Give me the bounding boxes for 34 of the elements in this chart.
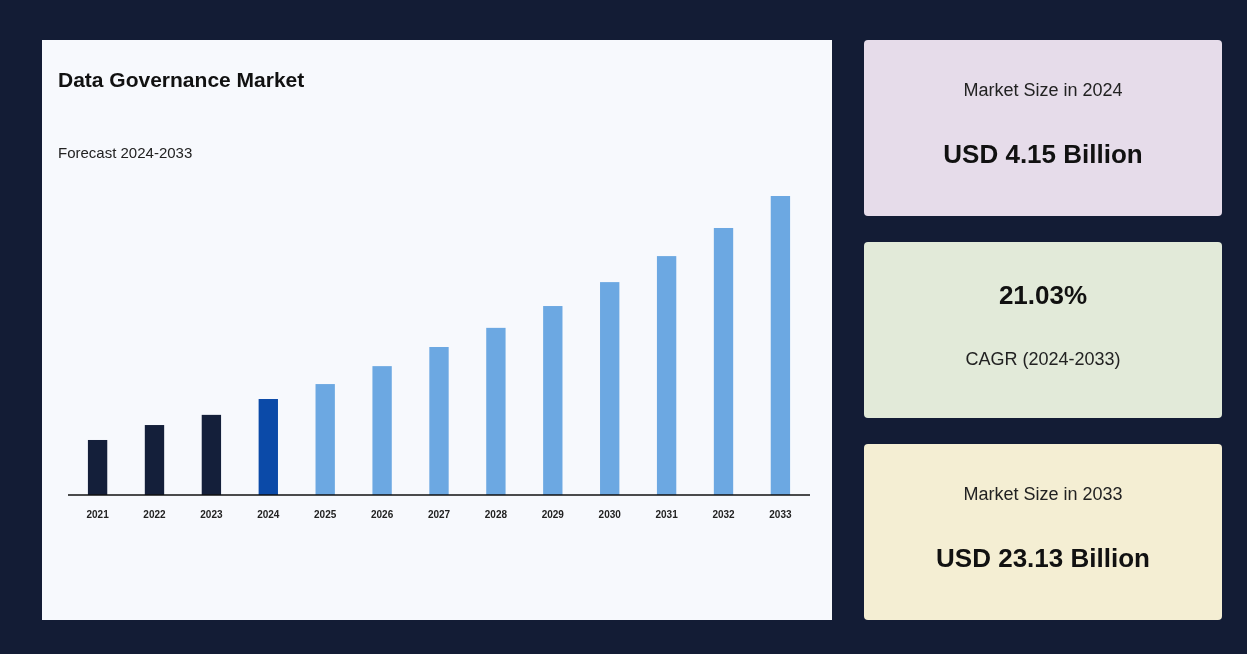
text: CAGR (2024-2033) (965, 349, 1121, 370)
bar (201, 414, 222, 495)
x-tick-label: 2030 (598, 509, 622, 520)
bar (770, 196, 791, 495)
x-tick-label: 2031 (655, 509, 679, 520)
x-tick-label: 2032 (712, 509, 736, 520)
bar (429, 347, 449, 495)
bar (372, 366, 392, 495)
bar (600, 282, 620, 495)
x-tick-label: 2028 (484, 509, 508, 520)
text: USD 4.15 Billion (943, 139, 1143, 170)
chart-title: Data Governance Market (58, 68, 305, 91)
chart-subtitle: Forecast 2024-2033 (58, 144, 193, 161)
x-tick-label: 2024 (257, 509, 280, 520)
bar (144, 425, 165, 495)
x-tick-label: 2027 (427, 509, 451, 520)
text: USD 23.13 Billion (936, 543, 1150, 574)
x-tick-label: 2025 (314, 509, 337, 520)
bar (656, 256, 677, 495)
bar (713, 227, 734, 495)
x-tick-label: 2026 (370, 509, 394, 520)
bar (486, 327, 506, 495)
x-tick-label: 2021 (86, 509, 110, 520)
bar (258, 399, 278, 495)
x-tick-label: 2033 (769, 509, 792, 520)
bar (315, 384, 335, 495)
text: Market Size in 2024 (963, 80, 1123, 101)
bar (87, 439, 108, 495)
bar (543, 306, 563, 495)
text: Market Size in 2033 (963, 484, 1123, 505)
text: 21.03% (998, 280, 1088, 311)
x-tick-label: 2029 (541, 509, 565, 520)
x-tick-label: 2023 (200, 509, 223, 520)
x-tick-label: 2022 (143, 509, 167, 520)
